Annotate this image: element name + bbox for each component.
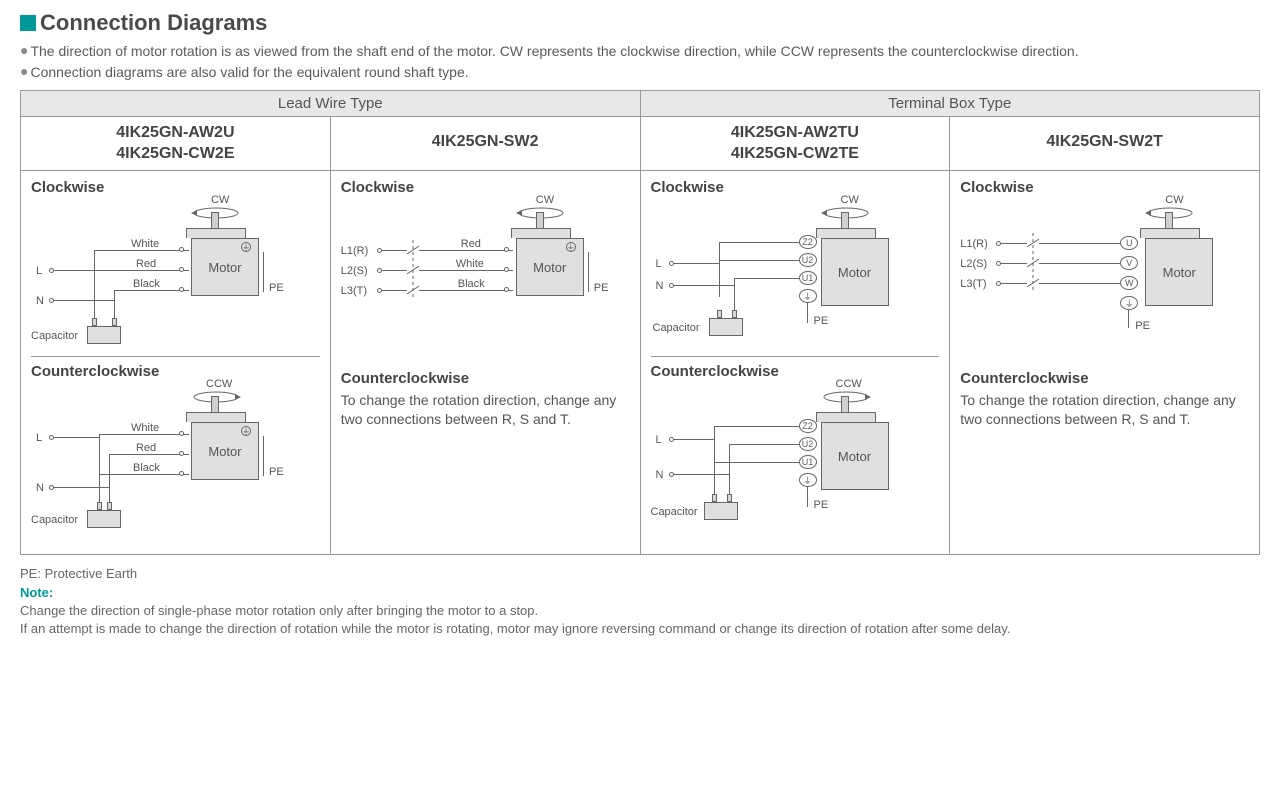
header-leadwire: Lead Wire Type — [21, 91, 641, 116]
note-2: If an attempt is made to change the dire… — [20, 620, 1260, 638]
col3-body: Clockwise CW Motor L N Z2 U2 — [641, 171, 951, 554]
diagram-col2-cw: CW Motor ⏚ PE L1(R) L2(S) L3(T) Red — [341, 200, 630, 350]
note-1: Change the direction of single-phase mot… — [20, 602, 1260, 620]
ccw-label: Counterclockwise — [960, 370, 1249, 387]
diagram-body-row: Clockwise CW Motor ⏚ PE L N White — [21, 170, 1259, 554]
intro-line-1: ● The direction of motor rotation is as … — [20, 42, 1260, 61]
col2-body: Clockwise CW Motor ⏚ PE L1(R) L2(S) L3(T… — [331, 171, 641, 554]
model-col2: 4IK25GN-SW2 — [331, 117, 641, 171]
intro-line-2: ● Connection diagrams are also valid for… — [20, 63, 1260, 82]
ccw-label: Counterclockwise — [341, 370, 630, 387]
page-title-row: Connection Diagrams — [20, 10, 1260, 36]
diagram-col3-cw: CW Motor L N Z2 U2 U1 ⏚ — [651, 200, 940, 350]
cw-label: Clockwise — [960, 179, 1249, 196]
col4-body: Clockwise CW Motor L1(R) L2(S) L3(T) U — [950, 171, 1259, 554]
page-title: Connection Diagrams — [40, 10, 267, 36]
diagram-col1-ccw: CCW Motor ⏚ PE L N White — [31, 384, 320, 544]
col1-body: Clockwise CW Motor ⏚ PE L N White — [21, 171, 331, 554]
footer: PE: Protective Earth Note: Change the di… — [20, 565, 1260, 638]
ccw-label: Counterclockwise — [651, 363, 940, 380]
model-col4: 4IK25GN-SW2T — [950, 117, 1259, 171]
cw-label: Clockwise — [31, 179, 320, 196]
diagram-table: Lead Wire Type Terminal Box Type 4IK25GN… — [20, 90, 1260, 556]
ccw-label: Counterclockwise — [31, 363, 320, 380]
diagram-col3-ccw: CCW Motor L N Z2 U2 U1 ⏚ — [651, 384, 940, 544]
title-square-icon — [20, 15, 36, 31]
pe-definition: PE: Protective Earth — [20, 565, 1260, 583]
cw-label: Clockwise — [651, 179, 940, 196]
model-col3: 4IK25GN-AW2TU 4IK25GN-CW2TE — [641, 117, 951, 171]
diagram-col4-cw: CW Motor L1(R) L2(S) L3(T) U V — [960, 200, 1249, 350]
ccw-note: To change the rotation direction, change… — [960, 391, 1249, 427]
header-terminalbox: Terminal Box Type — [641, 91, 1260, 116]
header-row: Lead Wire Type Terminal Box Type — [21, 91, 1259, 116]
model-row: 4IK25GN-AW2U 4IK25GN-CW2E 4IK25GN-SW2 4I… — [21, 116, 1259, 171]
cw-label: Clockwise — [341, 179, 630, 196]
ccw-note: To change the rotation direction, change… — [341, 391, 630, 427]
diagram-col1-cw: CW Motor ⏚ PE L N White Red — [31, 200, 320, 350]
bullet-icon: ● — [20, 63, 28, 79]
bullet-icon: ● — [20, 42, 28, 58]
model-col1: 4IK25GN-AW2U 4IK25GN-CW2E — [21, 117, 331, 171]
note-label: Note: — [20, 584, 1260, 602]
